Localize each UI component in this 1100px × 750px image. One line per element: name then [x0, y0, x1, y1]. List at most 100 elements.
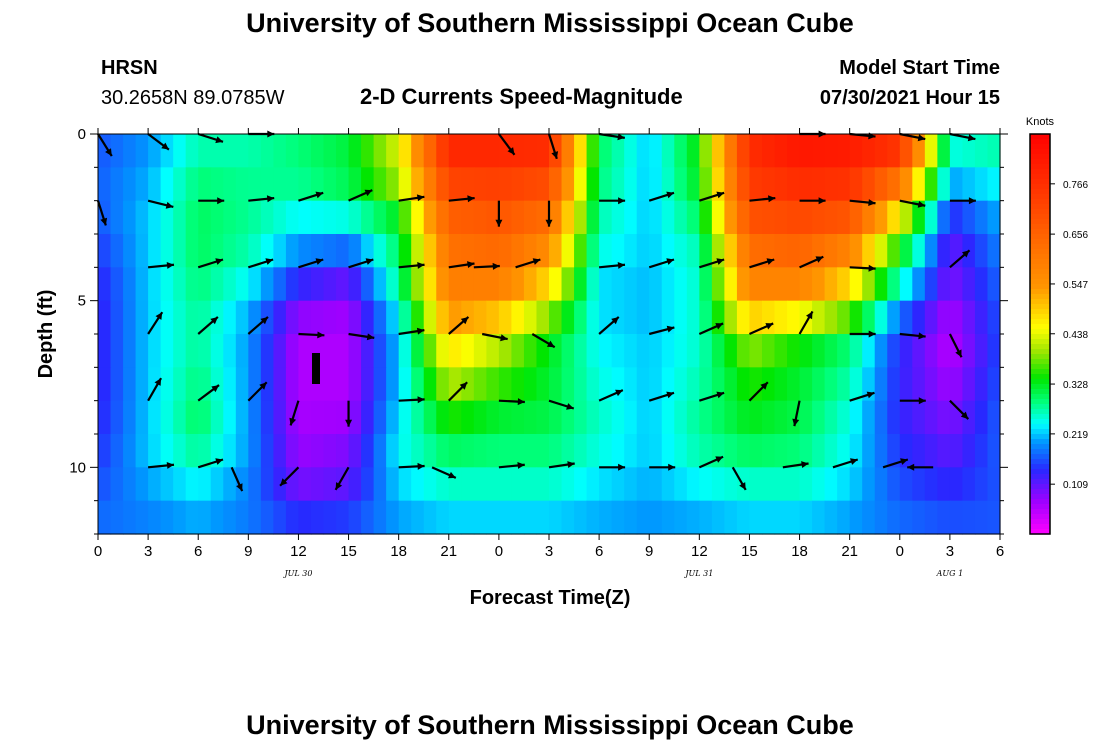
heatmap-cell — [373, 267, 387, 302]
current-vector — [498, 462, 525, 469]
heatmap-cell — [123, 367, 137, 402]
heatmap-cell — [461, 400, 475, 435]
heatmap-cell — [248, 200, 262, 235]
product-title: 2-D Currents Speed-Magnitude — [360, 84, 683, 109]
heatmap-cell — [974, 234, 989, 268]
heatmap-cell — [787, 467, 801, 502]
heatmap-cell — [799, 334, 813, 368]
heatmap-cell — [962, 367, 976, 402]
heatmap-cell — [649, 434, 663, 468]
heatmap-cell — [348, 500, 362, 535]
heatmap-cell — [273, 267, 287, 302]
heatmap-cell — [448, 434, 462, 468]
heatmap-cell — [686, 300, 700, 335]
current-vector — [792, 400, 801, 427]
current-vector — [230, 466, 244, 492]
heatmap-cell — [110, 500, 124, 535]
heatmap-cell — [787, 300, 801, 335]
colorbar-segment — [1030, 334, 1050, 340]
heatmap-cell — [298, 200, 312, 235]
heatmap-cell — [235, 300, 249, 335]
heatmap-cell — [812, 200, 826, 235]
heatmap-cell — [523, 134, 538, 168]
heatmap-cell — [336, 300, 350, 335]
colorbar-segment — [1030, 239, 1050, 245]
heatmap-cell — [874, 300, 888, 335]
heatmap-cell — [411, 400, 425, 435]
current-vector — [279, 466, 300, 487]
vector-head — [611, 317, 619, 325]
current-vector — [398, 262, 425, 269]
colorbar-segment — [1030, 419, 1050, 425]
current-vector — [448, 195, 475, 203]
heatmap-cell — [210, 367, 224, 402]
heatmap-cell — [423, 300, 437, 335]
vector-head — [801, 461, 809, 468]
colorbar-segment — [1030, 384, 1050, 390]
heatmap-cell — [749, 434, 763, 468]
heatmap-cell — [461, 500, 475, 535]
heatmap-cell — [874, 234, 888, 268]
heatmap-cell — [899, 234, 913, 268]
colorbar-segment — [1030, 224, 1050, 230]
heatmap-cell — [323, 434, 337, 468]
heatmap-cell — [674, 367, 688, 402]
colorbar-segment — [1030, 324, 1050, 330]
current-vector — [298, 331, 325, 339]
heatmap-cell — [185, 167, 199, 202]
heatmap-cell — [110, 367, 124, 402]
heatmap-cell — [110, 300, 124, 335]
heatmap-cell — [624, 200, 638, 235]
heatmap-cell — [812, 500, 826, 535]
current-vector — [197, 316, 219, 335]
heatmap-cell — [787, 200, 801, 235]
heatmap-cell — [899, 200, 913, 235]
heatmap-cell — [185, 434, 199, 468]
heatmap-cell — [310, 267, 325, 302]
y-axis-title: Depth (ft) — [35, 290, 57, 379]
heatmap-cell — [473, 234, 487, 268]
vector-head — [668, 463, 676, 471]
current-vector — [348, 332, 375, 341]
heatmap-cell — [386, 334, 400, 368]
heatmap-cell — [135, 400, 149, 435]
heatmap-cell — [636, 300, 650, 335]
vector-head — [467, 261, 475, 268]
heatmap-cell — [636, 334, 650, 368]
heatmap-cell — [486, 167, 500, 202]
heatmap-cell — [887, 267, 901, 302]
heatmap-cell — [436, 200, 450, 235]
current-vector — [197, 258, 224, 269]
heatmap-cell — [411, 334, 425, 368]
heatmap-cell — [386, 434, 400, 468]
heatmap-cell — [611, 334, 625, 368]
heatmap-cell — [774, 167, 788, 202]
x-tick-label: 6 — [595, 543, 603, 560]
heatmap-cell — [987, 334, 1001, 368]
heatmap-cell — [799, 167, 813, 202]
heatmap-cell — [724, 267, 738, 302]
heatmap-cell — [473, 334, 487, 368]
heatmap-cell — [661, 267, 675, 302]
heatmap-cell — [461, 434, 475, 468]
heatmap-cell — [837, 467, 851, 502]
heatmap-cell — [812, 400, 826, 435]
heatmap-cell — [160, 367, 174, 402]
heatmap-cell — [198, 134, 212, 168]
heatmap-cell — [511, 167, 525, 202]
date-label: JUL 31 — [683, 569, 713, 578]
current-vector — [598, 389, 624, 402]
heatmap-cell — [724, 400, 738, 435]
heatmap-cell — [173, 400, 187, 435]
heatmap-cell — [273, 334, 287, 368]
heatmap-cell — [185, 134, 199, 168]
vector-head — [962, 250, 970, 258]
heatmap-cell — [699, 134, 713, 168]
current-vector — [949, 132, 976, 142]
vector-head — [315, 191, 324, 199]
heatmap-cell — [436, 500, 450, 535]
vector-head — [500, 334, 508, 342]
vector-head — [900, 458, 908, 465]
heatmap-cell — [298, 334, 312, 368]
heatmap-cell — [812, 267, 826, 302]
